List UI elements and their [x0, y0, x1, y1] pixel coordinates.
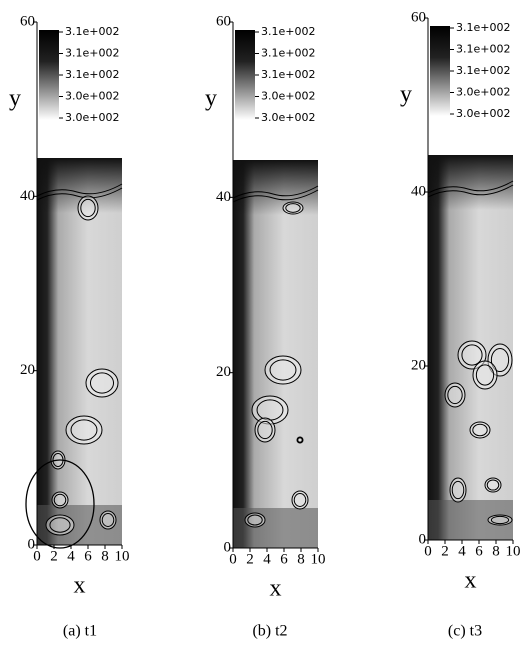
- colorbar: [235, 30, 255, 120]
- y-tick-label: 40: [411, 183, 426, 199]
- x-tick-label: 0: [424, 543, 432, 559]
- colorbar-label: 3.1e+002: [261, 68, 315, 81]
- y-tick-label: 60: [216, 13, 231, 29]
- x-tick-label: 6: [84, 548, 92, 564]
- y-tick-label: 20: [20, 362, 35, 378]
- colorbar-label: 3.0e+002: [456, 107, 510, 120]
- x-axis-label: x: [465, 568, 477, 594]
- colorbar-label: 3.0e+002: [65, 90, 119, 103]
- x-axis-label: x: [270, 576, 282, 602]
- colorbar-label: 3.1e+002: [65, 47, 119, 60]
- x-tick-label: 6: [475, 543, 483, 559]
- colorbar-label: 3.0e+002: [261, 111, 315, 124]
- colorbar-label: 3.1e+002: [65, 25, 119, 38]
- x-tick-label: 0: [33, 548, 41, 564]
- colorbar-label: 3.1e+002: [456, 21, 510, 34]
- x-tick-label: 10: [311, 551, 326, 567]
- x-tick-label: 4: [263, 551, 271, 567]
- colorbar-label: 3.1e+002: [261, 47, 315, 60]
- caption: (a) t1: [63, 623, 97, 640]
- x-tick-label: 10: [115, 548, 130, 564]
- caption: (b) t2: [252, 623, 287, 640]
- y-tick-label: 40: [216, 189, 231, 205]
- y-tick-label: 60: [411, 9, 426, 25]
- x-tick-label: 2: [441, 543, 449, 559]
- field-top: [233, 160, 318, 215]
- x-tick-label: 8: [492, 543, 500, 559]
- y-tick-label: 60: [20, 13, 35, 29]
- colorbar-label: 3.1e+002: [456, 43, 510, 56]
- y-tick-label: 20: [216, 364, 231, 380]
- figure: 02040600246810xy3.1e+0023.1e+0023.1e+002…: [0, 0, 528, 651]
- x-tick-label: 8: [297, 551, 305, 567]
- field: [233, 160, 318, 548]
- field: [37, 158, 122, 545]
- x-axis-label: x: [74, 573, 86, 599]
- colorbar: [430, 26, 450, 116]
- x-tick-label: 4: [67, 548, 75, 564]
- caption: (c) t3: [448, 623, 482, 640]
- colorbar-label: 3.1e+002: [65, 68, 119, 81]
- x-tick-label: 2: [246, 551, 254, 567]
- y-axis-label: y: [400, 82, 412, 108]
- colorbar-label: 3.0e+002: [65, 111, 119, 124]
- y-tick-label: 20: [411, 357, 426, 373]
- x-tick-label: 6: [280, 551, 288, 567]
- x-tick-label: 2: [50, 548, 58, 564]
- field-top: [428, 155, 513, 210]
- field-bottom: [233, 508, 318, 548]
- colorbar-label: 3.0e+002: [261, 90, 315, 103]
- colorbar-label: 3.1e+002: [261, 25, 315, 38]
- x-tick-label: 8: [101, 548, 109, 564]
- x-tick-label: 0: [229, 551, 237, 567]
- colorbar-label: 3.0e+002: [456, 86, 510, 99]
- x-tick-label: 10: [506, 543, 521, 559]
- y-axis-label: y: [9, 86, 21, 112]
- colorbar: [39, 30, 59, 120]
- x-tick-label: 4: [458, 543, 466, 559]
- y-tick-label: 40: [20, 188, 35, 204]
- y-axis-label: y: [205, 86, 217, 112]
- colorbar-label: 3.1e+002: [456, 64, 510, 77]
